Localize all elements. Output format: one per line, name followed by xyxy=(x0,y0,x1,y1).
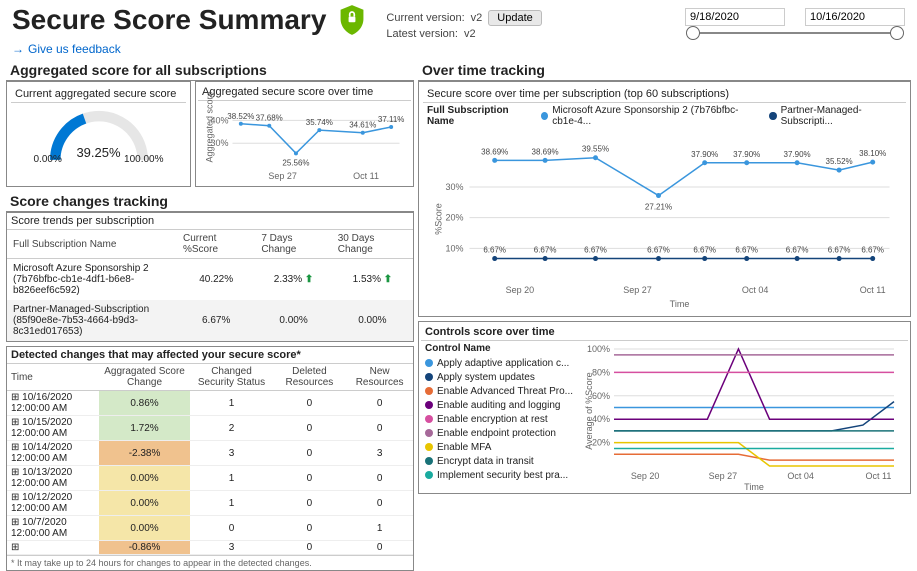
slider-handle-left[interactable] xyxy=(686,26,700,40)
svg-text:80%: 80% xyxy=(592,367,610,377)
svg-text:6.67%: 6.67% xyxy=(483,246,506,255)
svg-text:40%: 40% xyxy=(592,414,610,424)
svg-text:38.10%: 38.10% xyxy=(859,149,886,158)
changes-row[interactable]: ⊞ 10/7/2020 12:00:00 AM0.00%001 xyxy=(7,516,413,541)
svg-text:25.56%: 25.56% xyxy=(282,158,309,167)
svg-text:60%: 60% xyxy=(592,391,610,401)
svg-text:27.21%: 27.21% xyxy=(645,203,672,212)
svg-text:37.90%: 37.90% xyxy=(733,150,760,159)
trends-table: Full Subscription NameCurrent %Score7 Da… xyxy=(7,230,413,341)
svg-text:Sep 27: Sep 27 xyxy=(709,471,738,481)
date-slider[interactable] xyxy=(693,32,897,34)
svg-text:Sep 27: Sep 27 xyxy=(623,285,652,295)
control-legend-item[interactable]: Encrypt data in transit xyxy=(425,454,576,468)
svg-text:6.67%: 6.67% xyxy=(534,246,557,255)
trends-row[interactable]: Microsoft Azure Sponsorship 2 (7b76bfbc-… xyxy=(7,259,413,301)
shield-icon xyxy=(338,4,366,36)
trends-row[interactable]: Partner-Managed-Subscription (85f90e8e-7… xyxy=(7,300,413,341)
page-title: Secure Score Summary xyxy=(12,4,326,36)
control-legend-item[interactable]: Enable encryption at rest xyxy=(425,412,576,426)
svg-text:6.67%: 6.67% xyxy=(735,246,758,255)
changes-row[interactable]: ⊞ -0.86%300 xyxy=(7,541,413,555)
changes-row[interactable]: ⊞ 10/16/2020 12:00:00 AM0.86%100 xyxy=(7,391,413,416)
control-legend-item[interactable]: Enable Advanced Threat Pro... xyxy=(425,384,576,398)
date-to-input[interactable] xyxy=(805,8,905,26)
svg-text:38.52%: 38.52% xyxy=(227,112,254,121)
controls-legend: Control NameApply adaptive application c… xyxy=(421,341,576,491)
update-button[interactable]: Update xyxy=(488,10,541,26)
svg-text:37.68%: 37.68% xyxy=(256,114,283,123)
trends-section-title: Score changes tracking xyxy=(6,191,414,212)
svg-text:30%: 30% xyxy=(445,182,463,192)
svg-text:10%: 10% xyxy=(445,243,463,253)
mini-chart-ylabel: Aggregated score xyxy=(205,91,215,162)
agg-section-title: Aggregated score for all subscriptions xyxy=(6,60,414,81)
svg-text:37.90%: 37.90% xyxy=(691,150,718,159)
latest-version-value: v2 xyxy=(464,28,476,40)
current-version-value: v2 xyxy=(471,12,483,24)
changes-row[interactable]: ⊞ 10/13/2020 12:00:00 AM0.00%100 xyxy=(7,466,413,491)
svg-text:6.67%: 6.67% xyxy=(584,246,607,255)
tracking-legend: Full Subscription NameMicrosoft Azure Sp… xyxy=(423,103,906,129)
control-legend-item[interactable]: Apply adaptive application c... xyxy=(425,356,576,370)
current-version-label: Current version: xyxy=(386,12,464,24)
svg-text:Time: Time xyxy=(744,482,764,491)
date-from-input[interactable] xyxy=(685,8,785,26)
svg-text:Average of %Score: Average of %Score xyxy=(584,372,594,449)
changes-footnote: * It may take up to 24 hours for changes… xyxy=(7,555,413,570)
svg-text:38.69%: 38.69% xyxy=(532,147,559,156)
controls-chart: 20% 40% 60% 80% 100% Sep 20 Sep 27 Oct 04 Oct 11… xyxy=(576,341,908,491)
svg-text:6.67%: 6.67% xyxy=(693,246,716,255)
agg-mini-chart: 40%30%Sep 27Oct 1138.52%37.68%25.56%35.7… xyxy=(198,101,411,181)
svg-text:Oct 11: Oct 11 xyxy=(860,285,886,295)
trends-table-title: Score trends per subscription xyxy=(7,213,413,230)
arrow-right-icon: → xyxy=(12,42,24,56)
svg-text:%Score: %Score xyxy=(434,203,444,235)
svg-text:6.67%: 6.67% xyxy=(786,246,809,255)
feedback-link[interactable]: → Give us feedback xyxy=(12,42,121,56)
changes-table: TimeAggragated Score ChangeChanged Secur… xyxy=(7,364,413,555)
svg-text:100%: 100% xyxy=(587,344,610,354)
svg-text:Sep 27: Sep 27 xyxy=(268,171,297,181)
svg-text:6.67%: 6.67% xyxy=(828,246,851,255)
svg-text:39.55%: 39.55% xyxy=(582,145,609,154)
changes-row[interactable]: ⊞ 10/12/2020 12:00:00 AM0.00%100 xyxy=(7,491,413,516)
control-legend-item[interactable]: Implement security best pra... xyxy=(425,468,576,482)
control-legend-item[interactable]: Apply system updates xyxy=(425,370,576,384)
changes-row[interactable]: ⊞ 10/15/2020 12:00:00 AM1.72%200 xyxy=(7,416,413,441)
svg-text:Sep 20: Sep 20 xyxy=(631,471,660,481)
tracking-section-title: Over time tracking xyxy=(418,60,911,81)
changes-title: Detected changes that may affected your … xyxy=(7,347,413,364)
gauge-max: 100.00% xyxy=(124,154,163,165)
feedback-label: Give us feedback xyxy=(28,42,121,56)
changes-row[interactable]: ⊞ 10/14/2020 12:00:00 AM-2.38%303 xyxy=(7,441,413,466)
gauge-min: 0.00% xyxy=(34,154,62,165)
tracking-chart: 10% 20% 30% Sep 20 Sep 27 Oct 04 Oct 11 %Score T… xyxy=(423,129,906,309)
control-legend-item[interactable]: Enable MFA xyxy=(425,440,576,454)
control-legend-item[interactable]: Enable endpoint protection xyxy=(425,426,576,440)
latest-version-label: Latest version: xyxy=(386,28,458,40)
svg-text:Oct 11: Oct 11 xyxy=(353,171,379,181)
controls-title: Controls score over time xyxy=(421,324,908,341)
svg-text:38.69%: 38.69% xyxy=(481,147,508,156)
slider-handle-right[interactable] xyxy=(890,26,904,40)
svg-text:Oct 04: Oct 04 xyxy=(787,471,814,481)
svg-text:Oct 04: Oct 04 xyxy=(742,285,769,295)
svg-text:37.90%: 37.90% xyxy=(784,150,811,159)
svg-text:Time: Time xyxy=(670,299,690,309)
svg-text:35.74%: 35.74% xyxy=(306,118,333,127)
svg-text:20%: 20% xyxy=(445,213,463,223)
gauge-title: Current aggregated secure score xyxy=(11,86,186,103)
svg-text:Sep 20: Sep 20 xyxy=(506,285,535,295)
svg-text:34.61%: 34.61% xyxy=(349,121,376,130)
control-legend-item[interactable]: Enable auditing and logging xyxy=(425,398,576,412)
tracking-chart-title: Secure score over time per subscription … xyxy=(423,86,906,103)
svg-text:6.67%: 6.67% xyxy=(647,246,670,255)
svg-text:Oct 11: Oct 11 xyxy=(866,471,892,481)
svg-text:37.11%: 37.11% xyxy=(378,115,405,124)
svg-text:20%: 20% xyxy=(592,438,610,448)
svg-text:6.67%: 6.67% xyxy=(861,246,884,255)
mini-chart-title: Aggregated secure score over time xyxy=(198,84,411,101)
svg-text:35.52%: 35.52% xyxy=(826,157,853,166)
